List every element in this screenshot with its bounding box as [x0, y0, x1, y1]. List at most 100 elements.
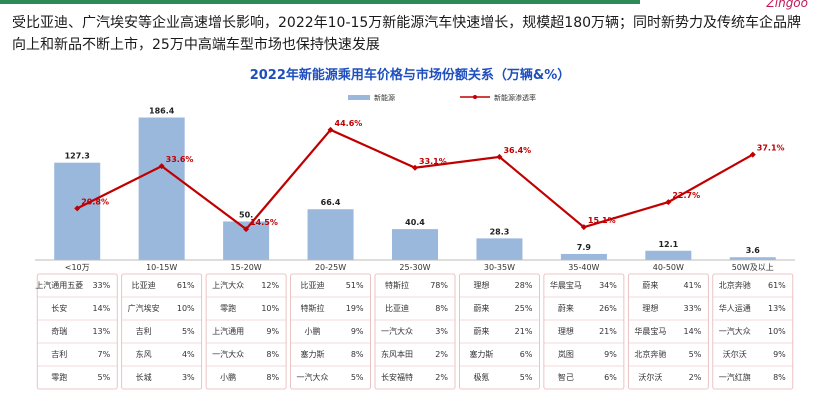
- brand-name: 比亚迪: [385, 303, 409, 313]
- brand-table-2: 上汽大众 12% 零跑 10% 上汽通用 9% 一汽大众 8% 小鹏 8%: [205, 273, 287, 390]
- x-tick-label-6: 35-40W: [568, 263, 599, 272]
- bar-value-label-1: 186.4: [149, 107, 175, 116]
- brand-share: 61%: [177, 281, 195, 290]
- brand-name: 一汽大众: [297, 372, 329, 382]
- line-point-8: [749, 151, 756, 158]
- brand-name: 长城: [136, 372, 152, 382]
- bar-value-label-8: 3.6: [746, 246, 761, 255]
- x-tick-label-3: 20-25W: [315, 263, 346, 272]
- brand-name: 蔚来: [473, 303, 489, 313]
- brand-name: 小鹏: [305, 326, 321, 336]
- brand-name: 一汽大众: [212, 349, 244, 359]
- brand-name: 塞力斯: [469, 349, 493, 359]
- brand-name: 上汽通用: [212, 326, 244, 336]
- brand-name: 岚图: [558, 350, 574, 359]
- brand-share: 10%: [177, 304, 195, 313]
- brand-share: 5%: [520, 373, 533, 382]
- brand-share: 9%: [604, 350, 617, 359]
- brand-name: 华晨宝马: [550, 280, 582, 290]
- line-point-0: [74, 205, 81, 212]
- brand-share: 3%: [182, 373, 195, 382]
- bar-value-label-7: 12.1: [658, 240, 678, 249]
- line-value-label-7: 22.7%: [672, 191, 700, 200]
- accent-stripe: [0, 0, 640, 4]
- chart-title: 2022年新能源乘用车价格与市场份额关系（万辆&%）: [249, 68, 571, 83]
- line-point-3: [327, 126, 334, 133]
- legend-label-bar: 新能源: [374, 93, 395, 102]
- brand-share: 9%: [773, 350, 786, 359]
- brand-name: 特斯拉: [385, 280, 409, 290]
- brand-share: 2%: [435, 373, 448, 382]
- brand-share: 13%: [768, 304, 786, 313]
- brand-share: 10%: [261, 304, 279, 313]
- bar-5: [476, 238, 523, 260]
- brand-name: 广汽埃安: [128, 303, 160, 313]
- brand-share: 33%: [92, 281, 110, 290]
- brand-name: 北京奔驰: [719, 280, 751, 290]
- brand-name: 智己: [558, 372, 574, 382]
- headline-text: 受比亚迪、广汽埃安等企业高速增长影响，2022年10-15万新能源汽车快速增长，…: [12, 15, 802, 53]
- brand-table-frame-5: [459, 273, 540, 390]
- bar-value-label-4: 40.4: [405, 218, 425, 227]
- line-value-label-8: 37.1%: [757, 144, 785, 153]
- bar-1: [138, 117, 185, 260]
- brand-name: 零跑: [220, 304, 236, 313]
- brand-share: 19%: [346, 304, 364, 313]
- brand-table-4: 特斯拉 78% 比亚迪 8% 一汽大众 3% 东风本田 2% 长安福特 2%: [374, 273, 456, 390]
- legend-marker-line: [473, 95, 477, 99]
- line-value-label-5: 36.4%: [503, 146, 531, 155]
- bar-8: [729, 257, 776, 260]
- brand-share: 5%: [351, 373, 364, 382]
- brand-name: 蔚来: [558, 303, 574, 313]
- brand-share: 21%: [599, 327, 617, 336]
- bar-series: [54, 117, 776, 260]
- brand-share: 4%: [182, 350, 195, 359]
- line-value-label-6: 15.1%: [588, 216, 616, 225]
- brand-name: 奇瑞: [51, 326, 67, 336]
- brand-share: 14%: [684, 327, 702, 336]
- x-tick-label-4: 25-30W: [399, 263, 430, 272]
- brand-share: 26%: [599, 304, 617, 313]
- brand-share: 2%: [435, 350, 448, 359]
- brand-share: 5%: [689, 350, 702, 359]
- brand-share: 14%: [92, 304, 110, 313]
- brand-name: 一汽大众: [381, 326, 413, 336]
- brand-share: 9%: [266, 327, 279, 336]
- brand-table-frame-3: [290, 273, 371, 390]
- brand-name: 沃尔沃: [638, 372, 662, 382]
- brand-share: 51%: [346, 281, 364, 290]
- brand-name: 沃尔沃: [723, 349, 747, 359]
- line-value-label-1: 33.6%: [166, 155, 194, 164]
- brand-table-frame-6: [543, 273, 625, 390]
- brand-share: 13%: [92, 327, 110, 336]
- legend-swatch-bar: [348, 95, 370, 100]
- brand-share: 8%: [266, 373, 279, 382]
- line-point-2: [243, 226, 250, 233]
- brand-share: 6%: [520, 350, 533, 359]
- brand-name: 蔚来: [642, 280, 658, 290]
- brand-name: 上汽通用五菱: [35, 280, 83, 290]
- brand-share: 2%: [689, 373, 702, 382]
- brand-share: 8%: [773, 373, 786, 382]
- brand-name: 一汽红旗: [719, 372, 751, 382]
- brand-name: 吉利: [51, 349, 67, 359]
- brand-share: 5%: [182, 327, 195, 336]
- brand-name: 东风: [136, 349, 152, 359]
- bar-4: [392, 229, 438, 260]
- brand-share: 8%: [435, 304, 448, 313]
- brand-share: 21%: [515, 327, 533, 336]
- brand-share: 10%: [768, 327, 786, 336]
- brand-logo: Zingoo: [766, 0, 808, 10]
- brand-share: 7%: [98, 350, 111, 359]
- x-tick-label-8: 50W及以上: [732, 263, 774, 272]
- brand-table-0: 上汽通用五菱 33% 长安 14% 奇瑞 13% 吉利 7% 零跑 5%: [35, 273, 118, 390]
- brand-share: 78%: [430, 281, 448, 290]
- brand-table-6: 华晨宝马 34% 蔚来 26% 理想 21% 岚图 9% 智己 6%: [543, 273, 625, 390]
- line-value-label-4: 33.1%: [419, 157, 447, 166]
- brand-share: 34%: [599, 281, 617, 290]
- bar-value-label-2: 50.: [239, 210, 253, 219]
- x-axis-ticks: <10万 10-15W 15-20W 20-25W 25-30W 30-35W 35-40W…: [65, 263, 774, 272]
- brand-name: 极氪: [473, 372, 489, 382]
- x-tick-label-1: 10-15W: [146, 263, 177, 272]
- brand-name: 长安: [51, 303, 67, 313]
